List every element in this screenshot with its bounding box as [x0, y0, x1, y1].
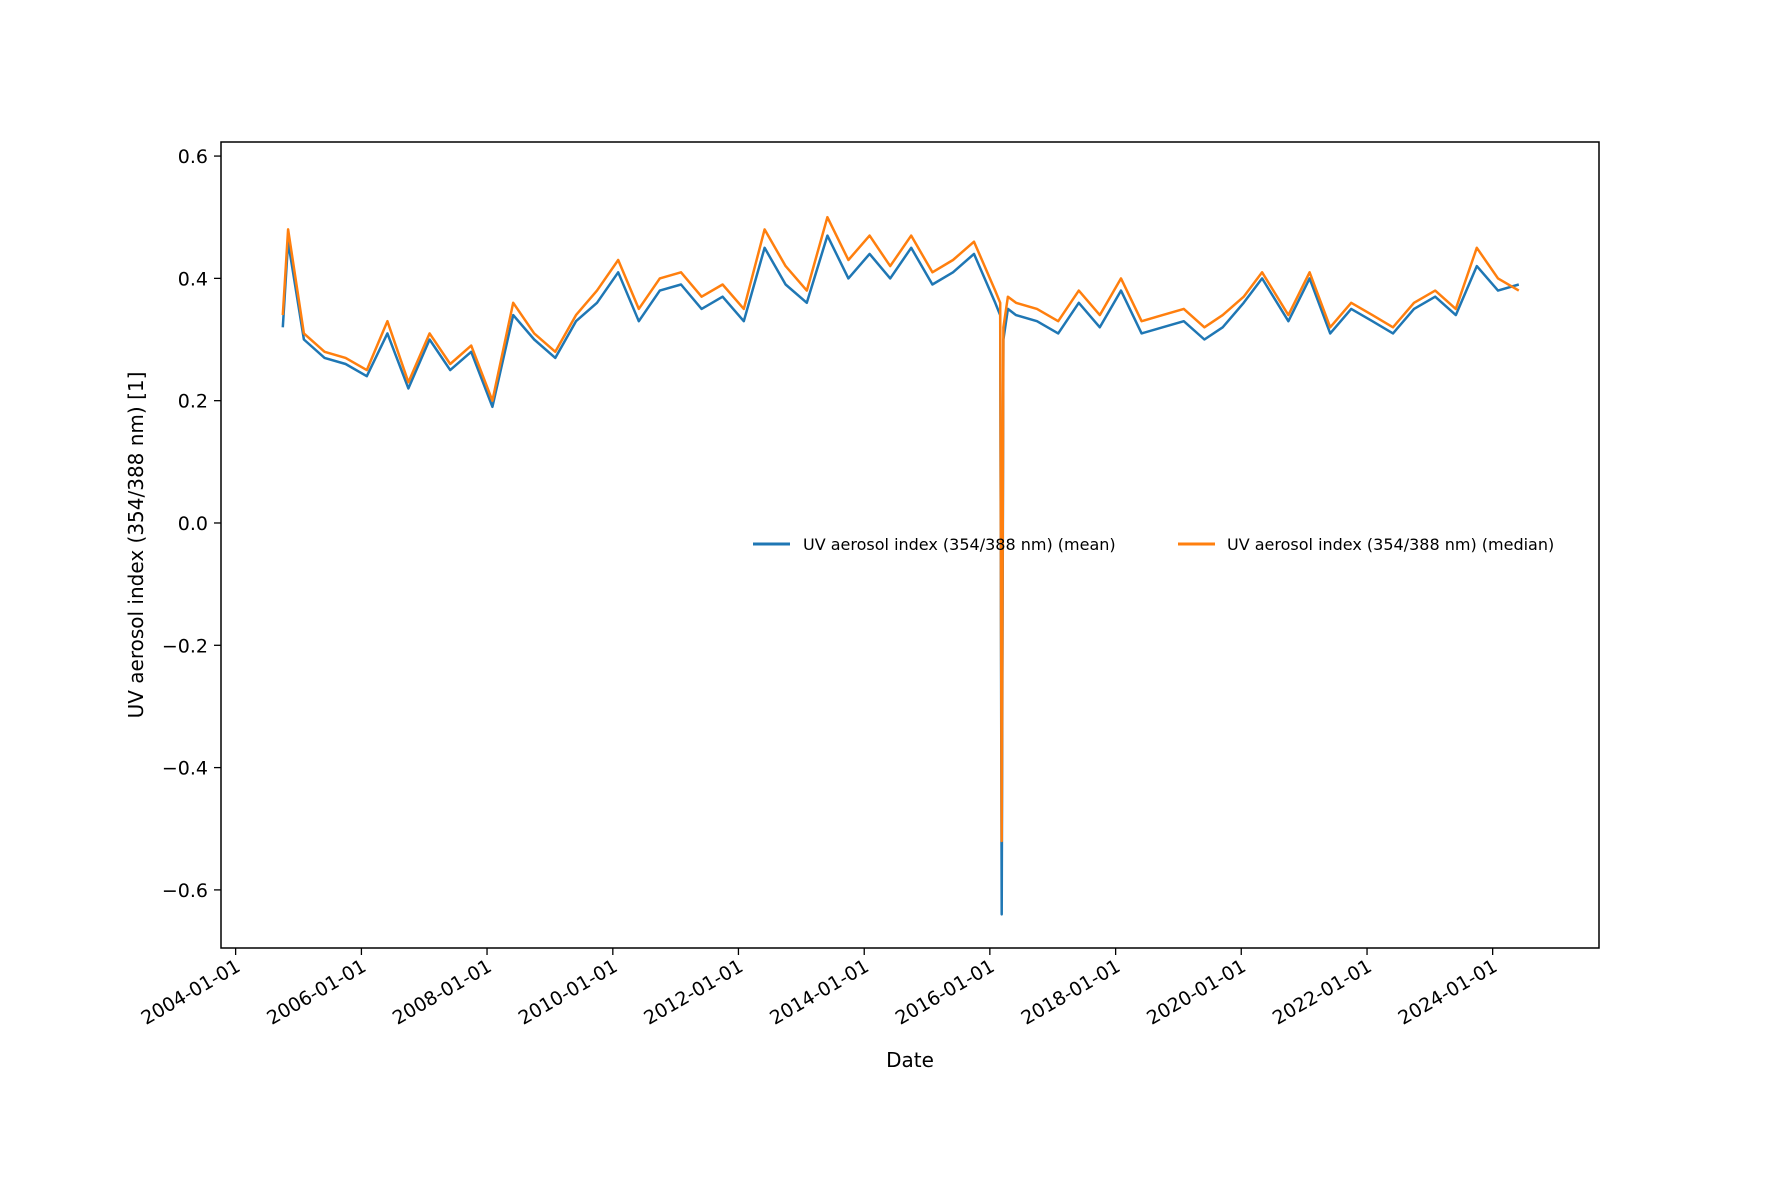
- y-tick-label: 0.2: [178, 391, 208, 413]
- y-tick-label: −0.2: [162, 635, 208, 657]
- y-tick-label: 0.4: [178, 268, 208, 290]
- y-axis-label: UV aerosol index (354/388 nm) [1]: [124, 372, 148, 719]
- y-tick-label: 0.0: [178, 513, 208, 535]
- x-axis-label: Date: [886, 1048, 934, 1072]
- y-tick-label: 0.6: [178, 146, 208, 168]
- series-line-median: [281, 215, 1520, 843]
- series-line-mean: [281, 234, 1520, 916]
- y-tick-label: −0.4: [162, 758, 208, 780]
- legend-label-mean: UV aerosol index (354/388 nm) (mean): [803, 535, 1116, 554]
- y-axis: −0.6 −0.4 −0.2 0.0 0.2 0.4 0.6: [162, 146, 221, 902]
- plot-frame: [220, 141, 1600, 949]
- legend-label-median: UV aerosol index (354/388 nm) (median): [1227, 535, 1554, 554]
- series-layer: [281, 215, 1520, 916]
- y-tick-label: −0.6: [162, 880, 208, 902]
- legend: UV aerosol index (354/388 nm) (mean) UV …: [753, 535, 1554, 554]
